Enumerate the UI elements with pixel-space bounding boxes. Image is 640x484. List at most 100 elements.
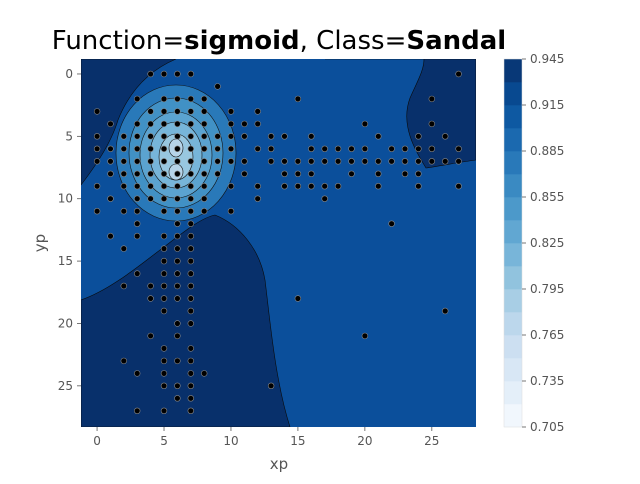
scatter-point xyxy=(227,133,235,140)
x-tick-label: 15 xyxy=(290,434,305,448)
scatter-point xyxy=(214,83,221,90)
scatter-point xyxy=(147,170,154,178)
scatter-point xyxy=(187,370,195,377)
scatter-point xyxy=(241,133,248,140)
scatter-point xyxy=(174,95,181,103)
colorbar-tick-label: 0.915 xyxy=(530,98,564,112)
scatter-point xyxy=(147,295,154,302)
scatter-point xyxy=(147,332,154,340)
title-separator: , Class= xyxy=(300,26,407,56)
scatter-point xyxy=(160,282,168,290)
scatter-point xyxy=(201,95,208,103)
scatter-point xyxy=(107,232,114,240)
scatter-point xyxy=(160,245,168,252)
scatter-point xyxy=(361,145,369,153)
scatter-point xyxy=(160,183,168,190)
scatter-point xyxy=(415,170,422,178)
scatter-point xyxy=(254,183,261,190)
scatter-point xyxy=(227,183,235,190)
colorbar-ticks: 0.705 0.735 0.765 0.795 0.825 0.855 0.885 0.915… xyxy=(522,52,564,434)
colorbar-band xyxy=(504,381,522,405)
scatter-point xyxy=(134,208,141,215)
scatter-point xyxy=(160,295,168,302)
scatter-point xyxy=(107,120,114,128)
scatter-point xyxy=(160,208,168,215)
scatter-point xyxy=(160,270,168,277)
scatter-point xyxy=(294,183,302,190)
scatter-point xyxy=(375,170,382,178)
scatter-point xyxy=(241,120,248,128)
scatter-point xyxy=(388,220,395,227)
scatter-point xyxy=(321,183,328,190)
scatter-point xyxy=(442,158,449,165)
scatter-points xyxy=(93,70,462,414)
scatter-point xyxy=(160,257,168,265)
scatter-point xyxy=(442,307,449,315)
scatter-point xyxy=(174,70,181,78)
scatter-point xyxy=(375,158,382,165)
colorbar-band xyxy=(504,220,522,244)
scatter-point xyxy=(134,183,141,190)
colorbar-band xyxy=(504,335,522,359)
scatter-point xyxy=(187,257,195,265)
scatter-point xyxy=(174,133,181,140)
scatter-point xyxy=(227,158,235,165)
scatter-point xyxy=(174,320,181,327)
scatter-point xyxy=(134,220,141,227)
scatter-point xyxy=(348,170,355,178)
scatter-point xyxy=(93,145,101,153)
scatter-point xyxy=(174,395,181,402)
colorbar-bands xyxy=(504,59,522,428)
colorbar-tick-label: 0.735 xyxy=(530,374,564,388)
scatter-point xyxy=(134,270,141,277)
scatter-point xyxy=(120,357,128,365)
scatter-point xyxy=(187,307,195,315)
scatter-point xyxy=(107,158,114,165)
scatter-point xyxy=(214,145,221,153)
scatter-point xyxy=(187,345,195,352)
scatter-point xyxy=(147,183,154,190)
scatter-point xyxy=(281,183,288,190)
scatter-point xyxy=(174,257,181,265)
scatter-point xyxy=(160,345,168,352)
scatter-point xyxy=(201,145,208,153)
scatter-point xyxy=(174,357,181,365)
scatter-point xyxy=(174,208,181,215)
scatter-point xyxy=(187,220,195,227)
colorbar-band xyxy=(504,151,522,175)
scatter-point xyxy=(227,208,235,215)
scatter-point xyxy=(187,382,195,389)
scatter-point xyxy=(93,183,101,190)
y-tick-label: 20 xyxy=(58,316,73,330)
scatter-point xyxy=(401,145,409,153)
scatter-point xyxy=(267,158,275,165)
colorbar-band xyxy=(504,128,522,152)
scatter-point xyxy=(160,382,168,389)
scatter-point xyxy=(107,145,114,153)
scatter-point xyxy=(134,133,141,140)
scatter-point xyxy=(201,195,208,202)
scatter-point xyxy=(134,232,141,240)
scatter-point xyxy=(174,295,181,302)
scatter-point xyxy=(174,120,181,128)
scatter-point xyxy=(187,120,195,128)
scatter-point xyxy=(160,170,168,178)
x-tick-label: 5 xyxy=(160,434,168,448)
scatter-point xyxy=(361,120,369,128)
scatter-point xyxy=(160,145,168,153)
scatter-point xyxy=(174,220,181,227)
scatter-point xyxy=(134,95,141,103)
scatter-point xyxy=(187,407,195,414)
title-function: sigmoid xyxy=(184,26,299,56)
scatter-point xyxy=(187,208,195,215)
scatter-point xyxy=(93,108,101,115)
scatter-point xyxy=(120,145,128,153)
scatter-point xyxy=(455,183,462,190)
scatter-point xyxy=(93,208,101,215)
scatter-point xyxy=(174,382,181,389)
y-tick-label: 10 xyxy=(58,192,73,206)
contour-region-dark-bottom xyxy=(81,214,291,427)
colorbar-band xyxy=(504,312,522,336)
scatter-point xyxy=(442,133,449,140)
scatter-point xyxy=(147,158,154,165)
